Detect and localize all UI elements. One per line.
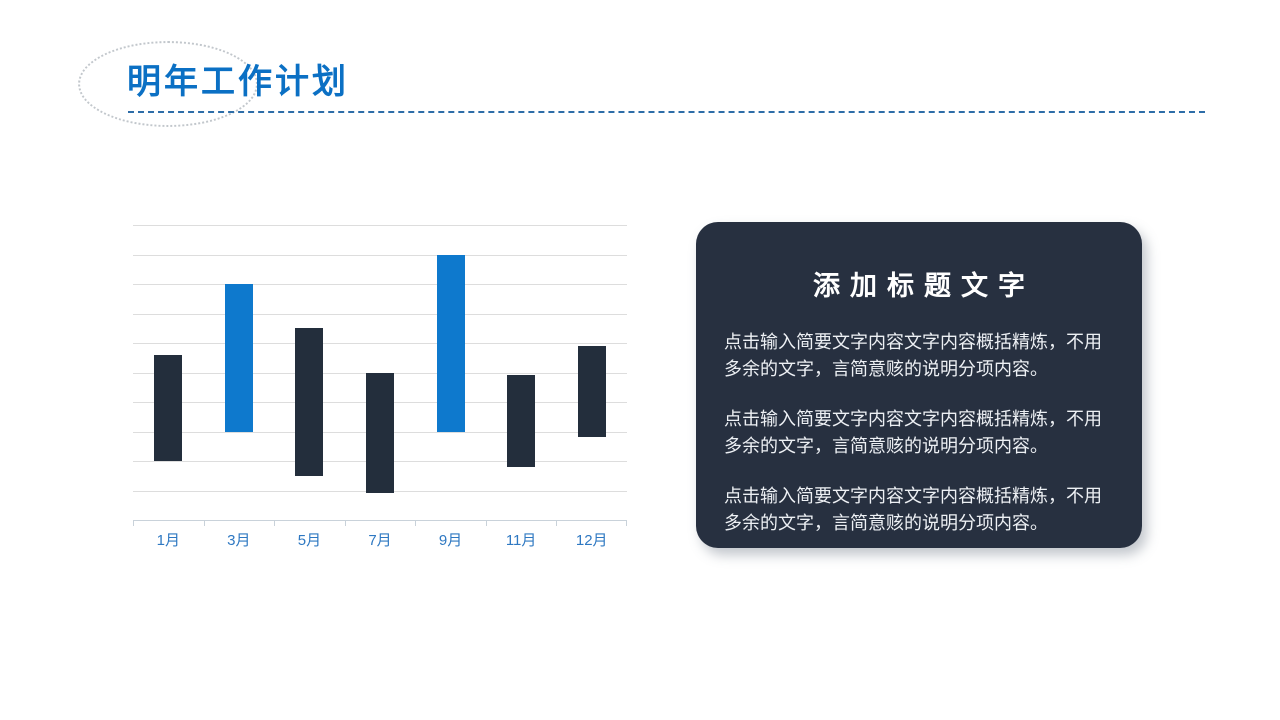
dotted-circle-decoration xyxy=(78,41,258,127)
x-axis-label: 7月 xyxy=(368,532,392,549)
card-body: 点击输入简要文字内容文字内容概括精炼，不用多余的文字，言简意赅的说明分项内容。点… xyxy=(696,303,1142,537)
gridline xyxy=(133,254,627,256)
slide-title: 明年工作计划 xyxy=(127,63,349,101)
bar-chart: 1月 3月 5月 7月 9月 11月 12月 xyxy=(133,225,627,551)
gridline xyxy=(133,284,627,285)
gridline xyxy=(133,313,627,315)
axis-tick xyxy=(415,521,417,526)
axis-tick xyxy=(626,521,627,526)
x-axis-label: 3月 xyxy=(227,532,251,549)
chart-plot xyxy=(133,225,627,526)
x-axis-label: 5月 xyxy=(297,532,322,549)
gridline xyxy=(133,343,627,344)
card-paragraph: 点击输入简要文字内容文字内容概括精炼，不用多余的文字，言简意赅的说明分项内容。 xyxy=(724,332,1102,379)
axis-tick xyxy=(485,521,487,526)
chart-bar-9月 xyxy=(436,254,465,432)
content-card: 添加标题文字 点击输入简要文字内容文字内容概括精炼，不用多余的文字，言简意赅的说… xyxy=(696,222,1142,548)
axis-tick xyxy=(344,521,346,526)
x-axis-label: 12月 xyxy=(575,532,608,549)
x-axis-label: 11月 xyxy=(505,532,537,549)
chart-bar-1月 xyxy=(154,354,183,461)
x-axis-label: 1月 xyxy=(156,532,180,549)
axis-tick xyxy=(274,521,276,526)
gridline xyxy=(133,225,627,226)
chart-bar-12月 xyxy=(577,345,606,438)
card-title: 添加标题文字 xyxy=(813,271,1035,301)
card-paragraph: 点击输入简要文字内容文字内容概括精炼，不用多余的文字，言简意赅的说明分项内容。 xyxy=(724,409,1102,456)
axis-tick xyxy=(556,521,558,526)
title-underline-dashed xyxy=(128,111,1205,113)
chart-bar-5月 xyxy=(295,328,324,476)
chart-bar-11月 xyxy=(507,375,536,467)
chart-bar-3月 xyxy=(224,284,253,432)
chart-x-axis-labels: 1月 3月 5月 7月 9月 11月 12月 xyxy=(133,529,627,551)
axis-tick xyxy=(133,521,134,526)
chart-bar-7月 xyxy=(366,372,394,494)
card-paragraph: 点击输入简要文字内容文字内容概括精炼，不用多余的文字，言简意赅的说明分项内容。 xyxy=(724,486,1102,533)
axis-tick xyxy=(203,521,205,526)
x-axis-label: 9月 xyxy=(438,532,463,549)
